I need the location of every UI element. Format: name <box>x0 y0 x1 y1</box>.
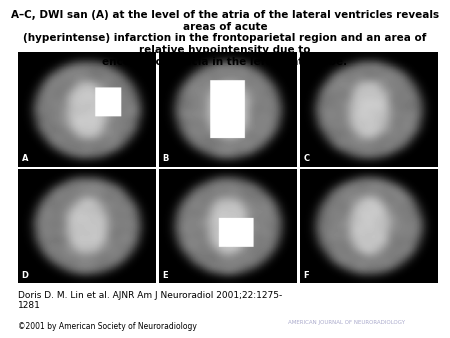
Text: C: C <box>303 154 310 163</box>
Text: F: F <box>303 271 309 280</box>
Text: AMERICAN JOURNAL OF NEURORADIOLOGY: AMERICAN JOURNAL OF NEURORADIOLOGY <box>288 320 405 325</box>
Text: Doris D. M. Lin et al. AJNR Am J Neuroradiol 2001;22:1275-
1281: Doris D. M. Lin et al. AJNR Am J Neurora… <box>18 291 282 310</box>
Text: ©2001 by American Society of Neuroradiology: ©2001 by American Society of Neuroradiol… <box>18 322 197 331</box>
Text: A–C, DWI san (A) at the level of the atria of the lateral ventricles reveals are: A–C, DWI san (A) at the level of the atr… <box>11 10 439 67</box>
Text: D: D <box>22 271 28 280</box>
Text: AINR: AINR <box>305 288 388 317</box>
Text: B: B <box>162 154 169 163</box>
Text: E: E <box>162 271 168 280</box>
Text: A: A <box>22 154 28 163</box>
